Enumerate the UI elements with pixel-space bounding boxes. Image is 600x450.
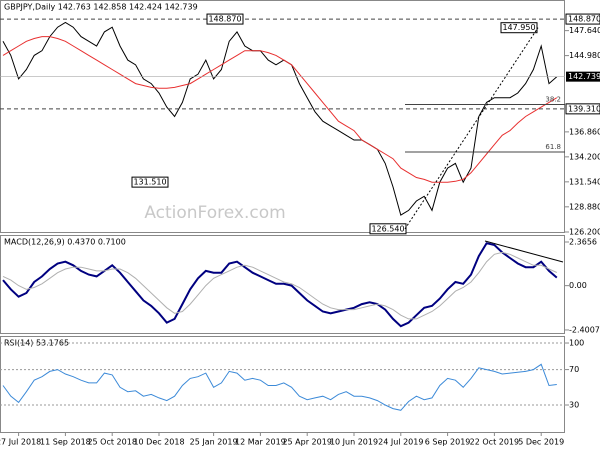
series-line (2, 21, 558, 216)
annotation-box (131, 176, 169, 188)
y-tick-label: 144.980 (569, 51, 600, 60)
y-tick-label: 136.860 (569, 127, 600, 136)
annotation-label: 147.950 (502, 23, 535, 32)
x-tick-label: 25 Apr 2019 (282, 438, 331, 447)
annotation-box (500, 22, 538, 34)
annotation-box (206, 13, 244, 25)
last-price-label: 142.739 (568, 72, 600, 81)
y-tick-label: 134.200 (569, 152, 600, 161)
macd-panel (0, 235, 565, 334)
series-line (2, 363, 557, 411)
y-tick-label: 100 (569, 339, 584, 348)
level-box (565, 13, 600, 25)
x-tick-label: 27 Jul 2018 (0, 438, 41, 447)
y-tick-label: 128.880 (569, 202, 600, 211)
x-tick-label: 11 Sep 2018 (40, 438, 91, 447)
x-tick-label: 10 Dec 2018 (133, 438, 184, 447)
rsi-panel (0, 336, 565, 433)
y-tick-label: 147.640 (569, 26, 600, 35)
y-tick-label: 2.3656 (569, 237, 597, 246)
watermark: ActionForex.com (144, 203, 285, 223)
annotation-box (369, 223, 407, 235)
y-tick-label: 70 (569, 365, 579, 374)
annotation-label: 126.540 (371, 224, 404, 233)
x-tick-label: 25 Jan 2019 (190, 438, 238, 447)
level-label: 139.310 (568, 104, 600, 113)
series-line (2, 242, 558, 328)
y-tick-label: 0.00 (569, 281, 587, 290)
y-tick-label: 30 (569, 401, 579, 410)
x-tick-label: 24 Jul 2019 (378, 438, 423, 447)
price-panel (0, 0, 565, 233)
y-tick-label: 131.540 (569, 177, 600, 186)
series-line (2, 36, 558, 183)
trend-line (404, 27, 539, 230)
series-line (2, 251, 558, 320)
macd-trendline (484, 240, 564, 263)
price-title: GBPJPY,Daily 142.763 142.858 142.424 142… (4, 3, 198, 12)
macd-title: MACD(12,26,9) 0.4370 0.7100 (4, 238, 126, 247)
fib-label: 38.2 (545, 96, 561, 104)
x-tick-label: 22 Oct 2019 (470, 438, 519, 447)
x-tick-label: 25 Oct 2018 (87, 438, 136, 447)
level-label: 148.870 (568, 15, 600, 24)
level-box (565, 103, 600, 115)
x-tick-label: 6 Sep 2019 (425, 438, 471, 447)
x-tick-label: 5 Dec 2019 (518, 438, 564, 447)
last-price-box (566, 71, 600, 82)
x-tick-label: 12 Mar 2019 (235, 438, 286, 447)
y-tick-label: 126.200 (569, 228, 600, 237)
y-tick-label: -2.4007 (569, 325, 600, 334)
fib-label: 61.8 (545, 143, 561, 151)
annotation-label: 148.870 (208, 15, 241, 24)
annotation-label: 131.510 (133, 178, 166, 187)
x-tick-label: 10 Jun 2019 (330, 438, 378, 447)
